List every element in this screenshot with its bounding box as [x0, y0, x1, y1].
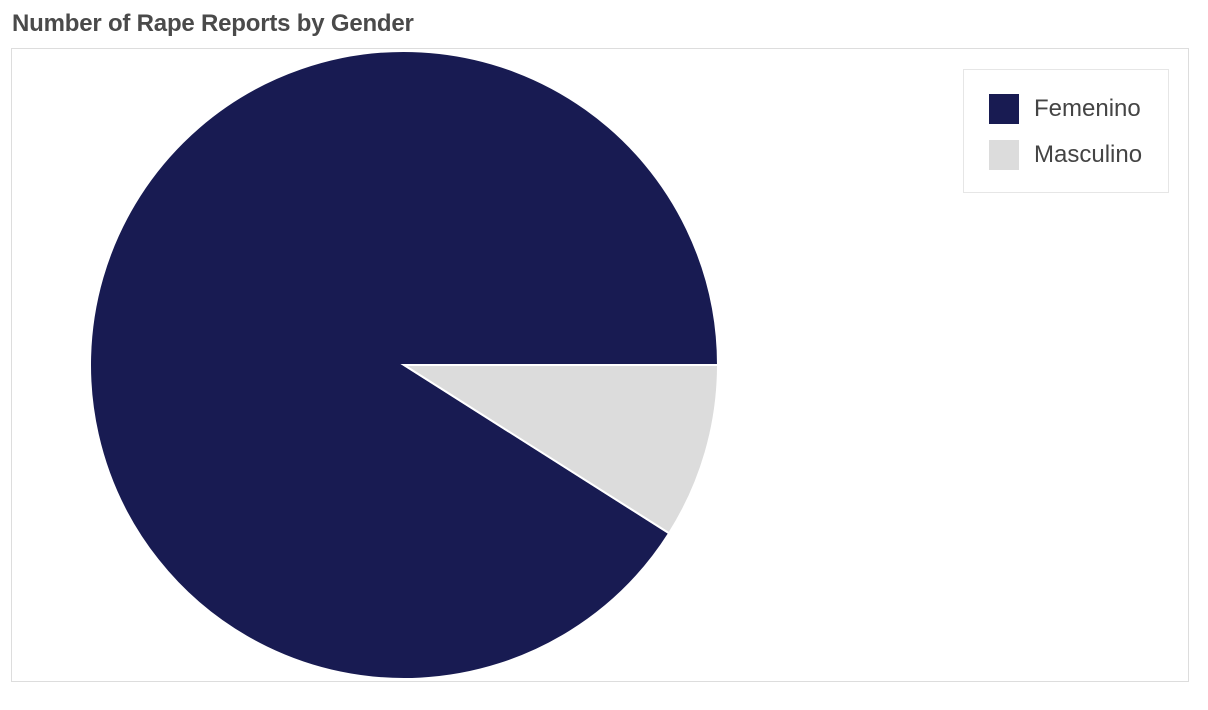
legend-swatch-masculino: [989, 140, 1019, 170]
chart-title: Number of Rape Reports by Gender: [12, 10, 414, 37]
legend-item-masculino[interactable]: Masculino: [989, 140, 1142, 170]
legend-label-masculino: Masculino: [1034, 141, 1143, 168]
pie-slices: [89, 50, 720, 680]
legend-label-femenino: Femenino: [1034, 95, 1141, 122]
chart-frame: [11, 48, 1189, 682]
pie-slice-masculino[interactable]: [400, 364, 720, 535]
legend-swatch-femenino: [989, 94, 1019, 124]
legend-item-femenino[interactable]: Femenino: [989, 94, 1141, 124]
legend: Femenino Masculino: [963, 69, 1169, 193]
